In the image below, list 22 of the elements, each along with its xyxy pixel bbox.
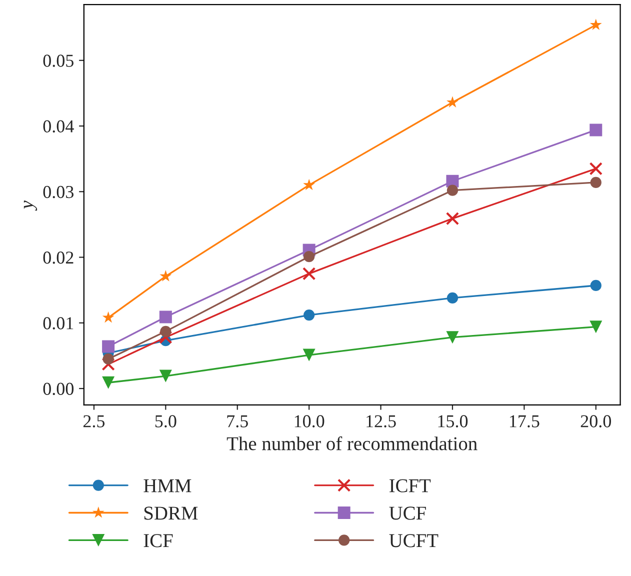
y-axis-title: y bbox=[24, 200, 38, 211]
x-tick-label: 5.0 bbox=[155, 415, 176, 428]
x-tick-label: 10.0 bbox=[294, 415, 324, 428]
x-tick-label: 15.0 bbox=[438, 415, 468, 428]
x-tick-label: 12.5 bbox=[366, 415, 396, 428]
y-tick-label: 0.02 bbox=[43, 252, 74, 264]
y-tick-label: 0.03 bbox=[43, 186, 74, 198]
y-tick-label: 0.04 bbox=[43, 120, 74, 133]
x-tick-label: 2.5 bbox=[83, 415, 105, 428]
y-tick-label: 0.01 bbox=[43, 317, 74, 330]
legend-label: SDRM bbox=[144, 506, 198, 520]
legend-label: UCF bbox=[389, 506, 426, 520]
y-tick-label: 0.05 bbox=[43, 54, 74, 67]
legend-label: ICF bbox=[144, 534, 173, 548]
legend-label: HMM bbox=[144, 479, 192, 492]
x-tick-label: 20.0 bbox=[580, 415, 612, 428]
legend-label: ICFT bbox=[390, 479, 431, 492]
x-tick-label: 17.5 bbox=[510, 415, 540, 428]
legend-label: UCFT bbox=[389, 534, 438, 548]
x-axis-title: The number of recommendation bbox=[226, 436, 478, 450]
x-tick-label: 7.5 bbox=[227, 415, 248, 428]
y-tick-label: 0.00 bbox=[43, 382, 74, 396]
